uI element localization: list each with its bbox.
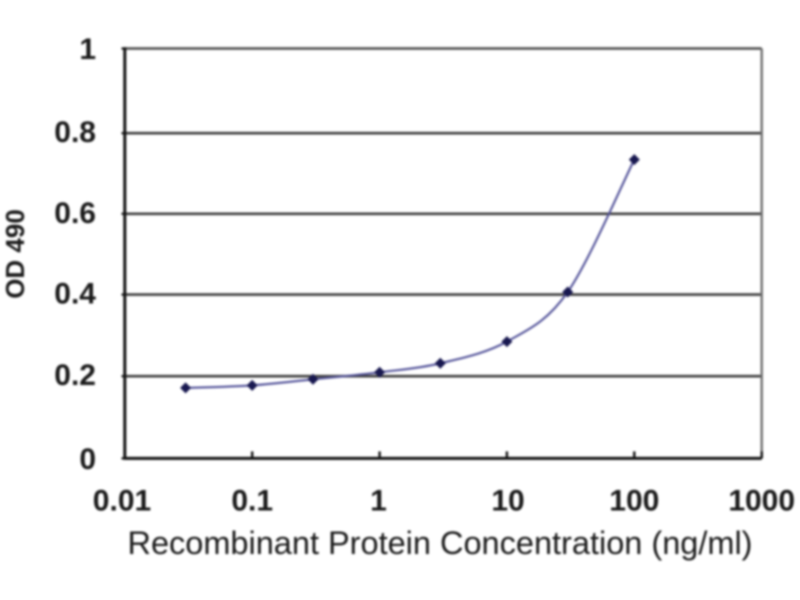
svg-text:1: 1 bbox=[79, 33, 96, 66]
svg-text:0.1: 0.1 bbox=[231, 485, 273, 518]
svg-text:OD 490: OD 490 bbox=[0, 209, 30, 299]
svg-text:0.8: 0.8 bbox=[54, 116, 96, 149]
svg-text:0: 0 bbox=[79, 443, 96, 476]
svg-text:0.6: 0.6 bbox=[54, 197, 96, 230]
svg-text:10: 10 bbox=[491, 485, 524, 518]
svg-text:0.01: 0.01 bbox=[93, 485, 151, 518]
svg-text:100: 100 bbox=[609, 485, 659, 518]
svg-text:Recombinant Protein Concentrat: Recombinant Protein Concentration (ng/ml… bbox=[127, 525, 752, 561]
svg-text:0.4: 0.4 bbox=[54, 278, 96, 311]
svg-text:0.2: 0.2 bbox=[54, 359, 96, 392]
svg-text:1: 1 bbox=[370, 485, 387, 518]
svg-text:1000: 1000 bbox=[728, 485, 795, 518]
